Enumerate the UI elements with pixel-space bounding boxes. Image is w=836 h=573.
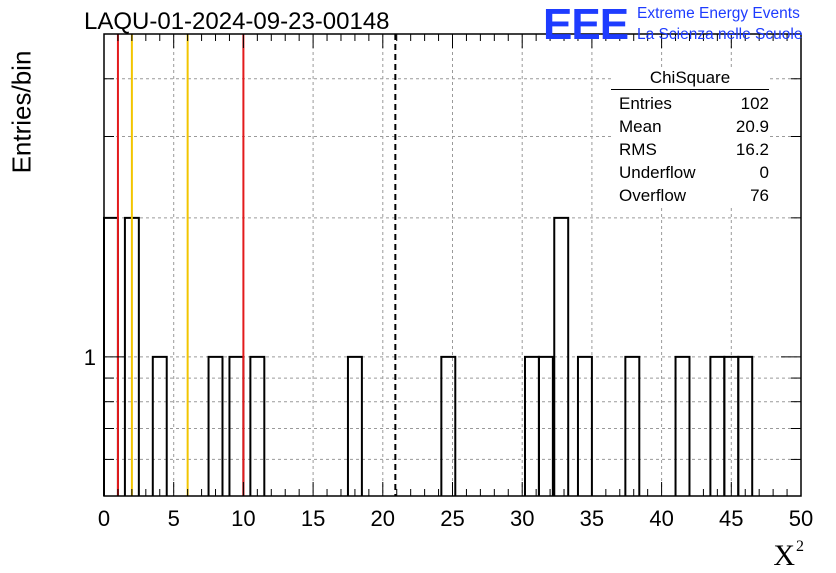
x-tick-label: 20 bbox=[371, 506, 395, 531]
stat-label: RMS bbox=[619, 140, 657, 159]
stat-row-underflow: Underflow 0 bbox=[611, 161, 769, 184]
stat-row-rms: RMS 16.2 bbox=[611, 138, 769, 161]
marker-lines bbox=[116, 34, 397, 496]
stat-row-overflow: Overflow 76 bbox=[611, 184, 769, 207]
x-tick-label: 30 bbox=[510, 506, 534, 531]
stat-label: Mean bbox=[619, 117, 662, 136]
x-axis-label-text: X bbox=[773, 539, 795, 572]
stats-box: ChiSquare Entries 102 Mean 20.9 RMS 16.2 Un… bbox=[611, 68, 769, 207]
stat-label: Underflow bbox=[619, 163, 696, 182]
stat-label: Overflow bbox=[619, 186, 687, 205]
stat-value: 20.9 bbox=[735, 117, 769, 136]
histogram-bar bbox=[737, 355, 754, 496]
y-axis-label: Entries/bin bbox=[6, 50, 37, 174]
eee-logo: EEE Extreme Energy Events La Scienza nel… bbox=[543, 2, 833, 48]
y-axis-label-wrap: Entries/bin bbox=[2, 0, 42, 572]
histogram-bar bbox=[151, 355, 168, 496]
eee-logo-mark: EEE bbox=[543, 0, 629, 49]
histogram-bar bbox=[576, 355, 593, 496]
stat-row-mean: Mean 20.9 bbox=[611, 115, 769, 138]
x-tick-label: 25 bbox=[440, 506, 464, 531]
x-axis-label-superscript: 2 bbox=[796, 538, 804, 555]
histogram-bar bbox=[674, 355, 691, 496]
eee-logo-line2: La Scienza nelle Scuole bbox=[637, 26, 803, 43]
stats-title: ChiSquare bbox=[611, 68, 769, 90]
x-tick-label: 40 bbox=[649, 506, 673, 531]
x-axis-label: X2 bbox=[773, 538, 804, 573]
stat-value: 76 bbox=[750, 186, 769, 205]
x-tick-label: 45 bbox=[719, 506, 743, 531]
x-tick-label: 35 bbox=[580, 506, 604, 531]
x-tick-label: 50 bbox=[789, 506, 813, 531]
histogram-bar bbox=[346, 355, 363, 496]
chart-title: LAQU-01-2024-09-23-00148 bbox=[84, 8, 390, 35]
stat-value: 102 bbox=[740, 94, 769, 113]
x-tick-label: 10 bbox=[231, 506, 255, 531]
x-tick-label: 0 bbox=[98, 506, 110, 531]
histogram-bar bbox=[207, 355, 224, 496]
histogram-bar bbox=[553, 216, 570, 496]
histogram-bar bbox=[249, 355, 266, 496]
axis-ticks bbox=[103, 34, 802, 496]
stat-value: 0 bbox=[759, 163, 769, 182]
stat-label: Entries bbox=[619, 94, 672, 113]
histogram-bar bbox=[624, 355, 641, 496]
x-tick-label: 5 bbox=[168, 506, 180, 531]
x-tick-label: 15 bbox=[301, 506, 325, 531]
eee-logo-line1: Extreme Energy Events bbox=[637, 5, 800, 22]
histogram-bar bbox=[537, 355, 554, 496]
histogram-bar bbox=[440, 355, 457, 496]
stat-value: 16.2 bbox=[735, 140, 769, 159]
y-tick-label: 1 bbox=[84, 345, 96, 370]
axis-tick-labels: 0 5 10 15 20 25 30 35 40 45 50 1 bbox=[84, 345, 813, 531]
stat-row-entries: Entries 102 bbox=[611, 92, 769, 115]
